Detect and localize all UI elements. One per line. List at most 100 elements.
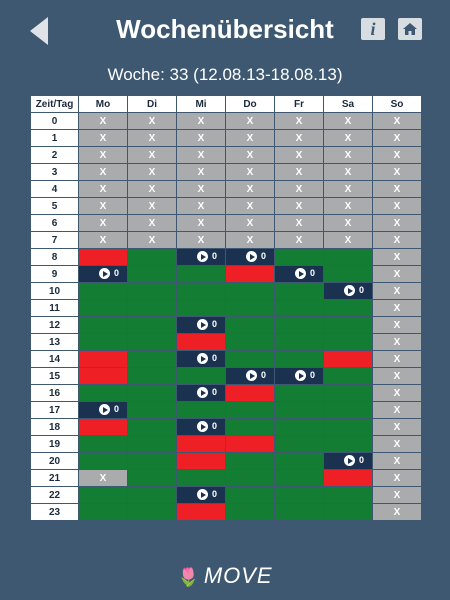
slot-cell[interactable] (274, 418, 324, 436)
slot-cell[interactable]: 0 (78, 401, 128, 419)
play-icon[interactable] (98, 404, 110, 416)
play-icon[interactable] (196, 319, 208, 331)
play-icon[interactable] (343, 455, 355, 467)
slot-cell[interactable] (127, 367, 177, 385)
slot-cell[interactable] (176, 435, 226, 453)
slot-cell[interactable] (274, 401, 324, 419)
play-icon[interactable] (196, 489, 208, 501)
slot-cell[interactable] (323, 486, 373, 504)
slot-cell[interactable] (274, 452, 324, 470)
slot-cell[interactable] (274, 469, 324, 487)
slot-cell[interactable]: 0 (225, 367, 275, 385)
slot-cell[interactable] (323, 248, 373, 266)
slot-cell[interactable]: 0 (323, 282, 373, 300)
slot-cell[interactable] (225, 452, 275, 470)
slot-cell[interactable] (274, 486, 324, 504)
slot-cell[interactable] (225, 333, 275, 351)
play-icon[interactable] (196, 353, 208, 365)
slot-cell[interactable] (323, 265, 373, 283)
slot-cell[interactable] (323, 333, 373, 351)
slot-cell[interactable] (176, 265, 226, 283)
slot-cell[interactable] (127, 418, 177, 436)
slot-cell[interactable]: 0 (274, 367, 324, 385)
play-icon[interactable] (196, 387, 208, 399)
slot-cell[interactable] (176, 469, 226, 487)
slot-cell[interactable] (274, 435, 324, 453)
slot-cell[interactable] (225, 299, 275, 317)
slot-cell[interactable]: 0 (176, 418, 226, 436)
slot-cell[interactable] (78, 248, 128, 266)
slot-cell[interactable] (323, 469, 373, 487)
slot-cell[interactable] (225, 418, 275, 436)
slot-cell[interactable] (323, 316, 373, 334)
slot-cell[interactable] (274, 384, 324, 402)
info-button[interactable]: i (361, 18, 385, 40)
play-icon[interactable] (294, 268, 306, 280)
slot-cell[interactable] (127, 248, 177, 266)
play-icon[interactable] (245, 251, 257, 263)
home-button[interactable] (398, 18, 422, 40)
slot-cell[interactable] (176, 367, 226, 385)
slot-cell[interactable] (225, 469, 275, 487)
slot-cell[interactable] (176, 299, 226, 317)
slot-cell[interactable] (78, 350, 128, 368)
slot-cell[interactable]: 0 (176, 248, 226, 266)
slot-cell[interactable] (274, 503, 324, 521)
play-icon[interactable] (196, 421, 208, 433)
slot-cell[interactable]: 0 (274, 265, 324, 283)
slot-cell[interactable] (78, 333, 128, 351)
slot-cell[interactable] (127, 486, 177, 504)
slot-cell[interactable] (176, 282, 226, 300)
slot-cell[interactable] (323, 367, 373, 385)
slot-cell[interactable]: 0 (176, 350, 226, 368)
slot-cell[interactable] (274, 299, 324, 317)
back-arrow-icon[interactable] (30, 17, 48, 45)
slot-cell[interactable] (78, 418, 128, 436)
slot-cell[interactable] (176, 503, 226, 521)
slot-cell[interactable] (225, 486, 275, 504)
slot-cell[interactable] (225, 384, 275, 402)
slot-cell[interactable] (78, 384, 128, 402)
slot-cell[interactable] (323, 418, 373, 436)
slot-cell[interactable] (176, 452, 226, 470)
slot-cell[interactable] (78, 486, 128, 504)
slot-cell[interactable] (274, 316, 324, 334)
play-icon[interactable] (196, 251, 208, 263)
slot-cell[interactable] (274, 248, 324, 266)
slot-cell[interactable] (323, 435, 373, 453)
slot-cell[interactable] (78, 452, 128, 470)
slot-cell[interactable] (78, 435, 128, 453)
slot-cell[interactable] (225, 503, 275, 521)
slot-cell[interactable]: 0 (176, 486, 226, 504)
slot-cell[interactable] (323, 299, 373, 317)
play-icon[interactable] (245, 370, 257, 382)
slot-cell[interactable] (323, 384, 373, 402)
slot-cell[interactable] (78, 367, 128, 385)
slot-cell[interactable] (78, 282, 128, 300)
slot-cell[interactable] (225, 401, 275, 419)
slot-cell[interactable] (127, 435, 177, 453)
slot-cell[interactable] (127, 316, 177, 334)
slot-cell[interactable]: 0 (225, 248, 275, 266)
slot-cell[interactable] (127, 503, 177, 521)
slot-cell[interactable] (78, 503, 128, 521)
play-icon[interactable] (294, 370, 306, 382)
play-icon[interactable] (343, 285, 355, 297)
slot-cell[interactable] (127, 299, 177, 317)
slot-cell[interactable] (127, 401, 177, 419)
slot-cell[interactable] (323, 350, 373, 368)
slot-cell[interactable]: 0 (323, 452, 373, 470)
slot-cell[interactable] (127, 265, 177, 283)
slot-cell[interactable] (127, 452, 177, 470)
slot-cell[interactable] (323, 401, 373, 419)
slot-cell[interactable] (225, 282, 275, 300)
slot-cell[interactable] (274, 282, 324, 300)
slot-cell[interactable] (274, 350, 324, 368)
slot-cell[interactable] (225, 350, 275, 368)
slot-cell[interactable] (225, 316, 275, 334)
slot-cell[interactable] (127, 469, 177, 487)
slot-cell[interactable] (176, 401, 226, 419)
slot-cell[interactable] (176, 333, 226, 351)
slot-cell[interactable] (225, 265, 275, 283)
play-icon[interactable] (98, 268, 110, 280)
